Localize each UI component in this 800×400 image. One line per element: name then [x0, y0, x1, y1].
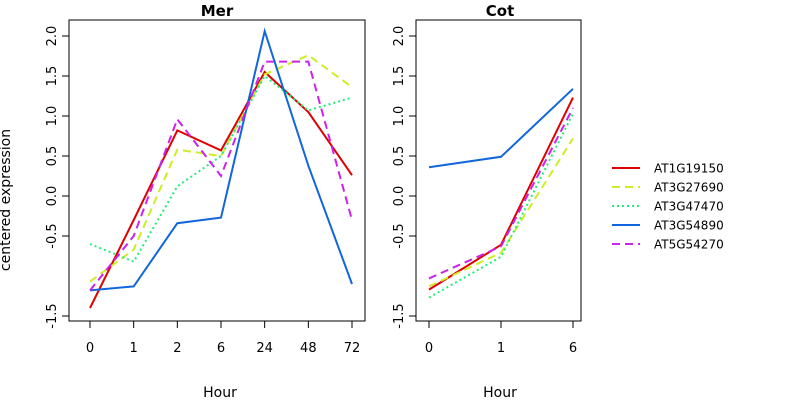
panel-title-cot: Cot	[486, 2, 514, 20]
y-axis-label: centered expression	[0, 129, 14, 271]
y-tick-label: -0.5	[45, 223, 60, 248]
y-tick-label: 1.0	[392, 106, 407, 127]
y-tick-label: 1.5	[392, 66, 407, 87]
legend-item-at3g47470: AT3G47470	[612, 200, 724, 214]
x-ticks-cot: 0 1 6	[425, 321, 577, 356]
x-tick-label: 24	[256, 341, 273, 356]
legend-label: AT3G47470	[654, 200, 724, 214]
panel-cot: Cot Hour 0 1 6 -1.5 -0.5 0.0 0.5 1.0 1.5 2.0	[392, 2, 582, 400]
plot-frame-mer	[68, 19, 366, 322]
y-tick-label: 2.0	[392, 26, 407, 47]
legend-label: AT3G27690	[654, 181, 724, 195]
legend-label: AT1G19150	[654, 162, 724, 176]
y-tick-label: -1.5	[392, 303, 407, 328]
legend-item-at3g54890: AT3G54890	[612, 219, 724, 233]
series-line-at1g19150-mer	[89, 70, 353, 309]
y-tick-label: 0.5	[392, 146, 407, 167]
plot-frame-cot	[415, 19, 582, 322]
series-line-at5g54270-mer	[89, 60, 353, 292]
y-tick-label: 0.0	[392, 186, 407, 207]
y-ticks-mer: -1.5 -0.5 0.0 0.5 1.0 1.5 2.0	[45, 26, 69, 329]
x-axis-label-mer: Hour	[203, 385, 237, 400]
series-line-at1g19150-cot	[428, 97, 574, 291]
y-tick-label: -0.5	[392, 223, 407, 248]
legend-label: AT5G54270	[654, 238, 724, 252]
x-axis-label-cot: Hour	[483, 385, 517, 400]
panel-title-mer: Mer	[201, 2, 234, 20]
legend-item-at5g54270: AT5G54270	[612, 238, 724, 252]
x-ticks-mer: 0 1 2 6 24 48 72	[86, 321, 360, 356]
x-tick-label: 72	[344, 341, 361, 356]
x-tick-label: 2	[173, 341, 181, 356]
y-tick-label: 0.0	[45, 186, 60, 207]
series-line-at3g27690-mer	[89, 54, 353, 283]
y-tick-label: 2.0	[45, 26, 60, 47]
series-lines-mer	[89, 27, 353, 309]
series-line-at3g27690-cot	[428, 137, 574, 288]
series-line-at5g54270-cot	[428, 107, 574, 280]
x-tick-label: 6	[217, 341, 225, 356]
series-line-at3g54890-mer	[89, 27, 353, 292]
y-tick-label: 1.5	[45, 66, 60, 87]
x-tick-label: 1	[497, 341, 505, 356]
series-line-at3g54890-cot	[428, 88, 574, 169]
y-tick-label: 1.0	[45, 106, 60, 127]
series-line-at3g47470-mer	[89, 74, 353, 263]
y-ticks-cot: -1.5 -0.5 0.0 0.5 1.0 1.5 2.0	[392, 26, 416, 329]
legend: AT1G19150 AT3G27690 AT3G47470 AT3G54890 AT5G…	[612, 162, 724, 252]
x-tick-label: 1	[130, 341, 138, 356]
panel-mer: Mer Hour centered expression 0 1 2 6 24 48 72 …	[0, 2, 366, 400]
x-tick-label: 48	[300, 341, 317, 356]
legend-item-at1g19150: AT1G19150	[612, 162, 724, 176]
legend-item-at3g27690: AT3G27690	[612, 181, 724, 195]
y-tick-label: -1.5	[45, 303, 60, 328]
series-lines-cot	[428, 88, 574, 299]
x-tick-label: 0	[425, 341, 433, 356]
y-tick-label: 0.5	[45, 146, 60, 167]
legend-label: AT3G54890	[654, 219, 724, 233]
x-tick-label: 0	[86, 341, 94, 356]
x-tick-label: 6	[569, 341, 577, 356]
